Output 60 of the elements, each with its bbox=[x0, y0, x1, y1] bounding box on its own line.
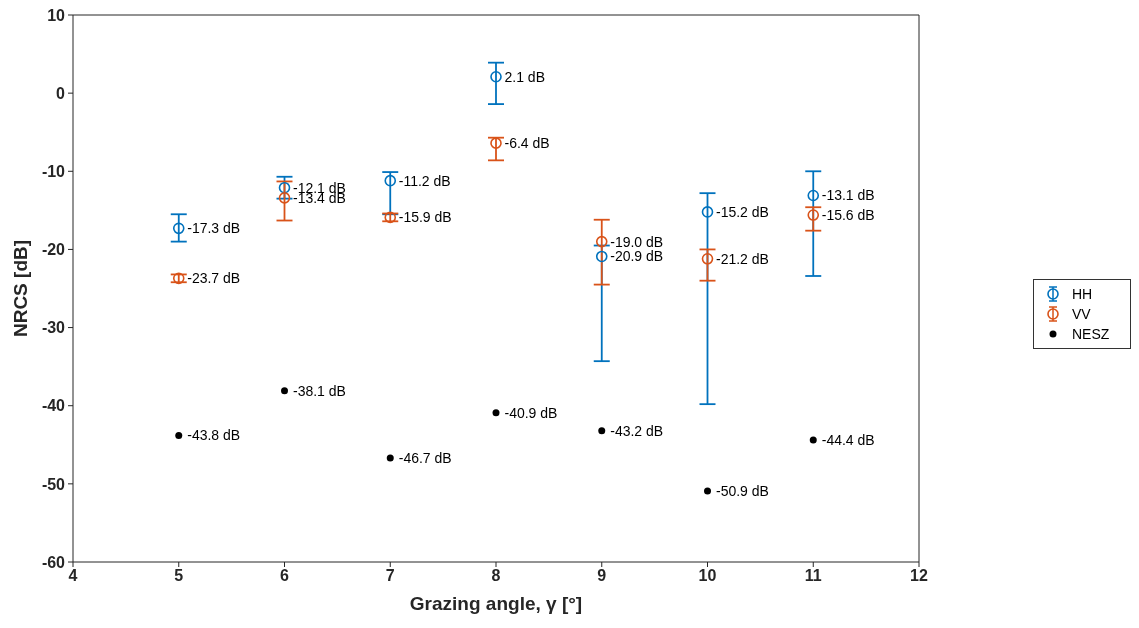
data-label: -17.3 dB bbox=[187, 220, 241, 237]
data-label: -46.7 dB bbox=[398, 450, 452, 467]
data-label: -40.9 dB bbox=[504, 404, 558, 421]
legend-label: VV bbox=[1072, 306, 1091, 322]
data-label: -43.2 dB bbox=[610, 422, 664, 439]
point bbox=[598, 427, 606, 435]
data-label: -23.7 dB bbox=[187, 270, 241, 287]
point bbox=[490, 70, 502, 83]
y-tick-label: 0 bbox=[56, 84, 66, 102]
point bbox=[490, 137, 502, 149]
x-tick-label: 9 bbox=[597, 567, 607, 585]
point bbox=[175, 431, 183, 439]
x-tick-label: 5 bbox=[174, 567, 184, 585]
point bbox=[384, 174, 397, 187]
y-tick-label: 10 bbox=[47, 6, 66, 24]
x-axis-title: Grazing angle, γ [°] bbox=[409, 593, 583, 614]
data-label: -15.6 dB bbox=[821, 207, 875, 224]
point bbox=[281, 387, 288, 395]
point bbox=[809, 436, 817, 444]
legend-label: NESZ bbox=[1072, 326, 1110, 342]
point bbox=[807, 209, 820, 221]
data-label: -6.4 dB bbox=[504, 135, 550, 152]
y-tick-label: -60 bbox=[41, 553, 66, 571]
x-tick-label: 4 bbox=[68, 567, 78, 585]
point bbox=[386, 454, 394, 462]
data-label: -15.2 dB bbox=[716, 203, 769, 220]
x-tick-label: 6 bbox=[280, 567, 290, 585]
point bbox=[492, 409, 500, 417]
data-label: -50.9 dB bbox=[716, 482, 769, 499]
point bbox=[595, 235, 608, 248]
point bbox=[704, 487, 711, 495]
x-tick-label: 12 bbox=[910, 567, 928, 585]
y-axis-title: NRCS [dB] bbox=[9, 239, 31, 338]
point bbox=[172, 222, 185, 235]
data-label: 2.1 dB bbox=[504, 68, 545, 85]
point bbox=[595, 250, 608, 263]
data-label: -38.1 dB bbox=[293, 382, 346, 399]
data-label: -19.0 dB bbox=[610, 233, 664, 250]
y-tick-label: -10 bbox=[41, 162, 66, 180]
point bbox=[701, 206, 714, 218]
x-tick-label: 11 bbox=[804, 567, 822, 585]
y-tick-label: -20 bbox=[41, 241, 66, 259]
point bbox=[278, 181, 291, 194]
y-tick-label: -40 bbox=[41, 397, 66, 415]
y-tick-label: -50 bbox=[41, 475, 66, 493]
data-label: -15.9 dB bbox=[398, 209, 452, 226]
x-tick-label: 7 bbox=[385, 567, 395, 585]
data-label: -11.2 dB bbox=[398, 172, 451, 189]
y-tick-label: -30 bbox=[41, 319, 66, 337]
x-tick-label: 8 bbox=[491, 567, 501, 585]
data-label: -21.2 dB bbox=[716, 250, 769, 267]
legend-label: HH bbox=[1072, 286, 1093, 302]
point bbox=[278, 192, 291, 204]
x-tick-label: 10 bbox=[698, 567, 717, 585]
point bbox=[807, 189, 820, 202]
data-label: -20.9 dB bbox=[610, 248, 664, 265]
point bbox=[701, 253, 714, 265]
data-label: -43.8 dB bbox=[187, 427, 241, 444]
data-label: -13.1 dB bbox=[821, 187, 875, 204]
data-label: -44.4 dB bbox=[821, 432, 875, 449]
